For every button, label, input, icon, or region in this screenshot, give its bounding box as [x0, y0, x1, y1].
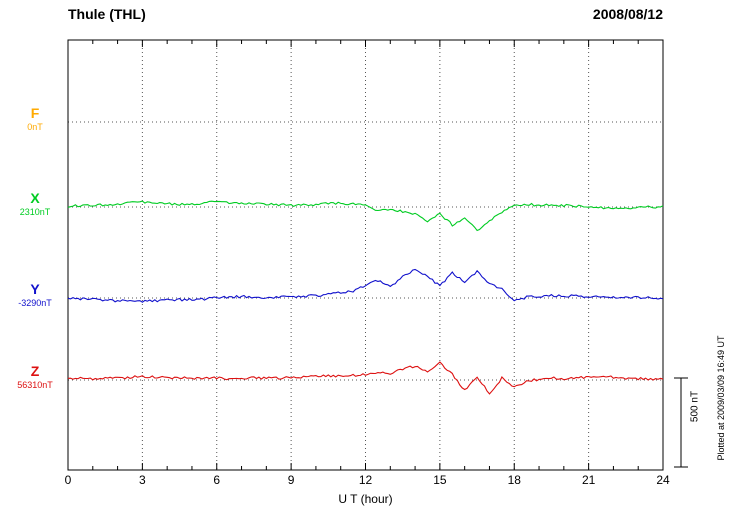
channel-baseline-z: 56310nT: [17, 380, 53, 391]
x-tick-label: 24: [656, 473, 670, 487]
channel-baseline-x: 2310nT: [19, 207, 51, 218]
date-label: 2008/08/12: [592, 6, 663, 22]
trace-Y: [67, 268, 664, 303]
channel-baseline-f: 0nT: [27, 122, 43, 133]
x-tick-label: 15: [433, 473, 447, 487]
trace-X: [67, 200, 664, 232]
x-tick-label: 3: [139, 473, 146, 487]
channel-letter-y: Y: [30, 281, 40, 297]
x-tick-label: 18: [507, 473, 521, 487]
channel-letter-z: Z: [30, 363, 40, 379]
trace-Z: [67, 361, 664, 395]
x-tick-label: 0: [64, 473, 72, 487]
x-tick-label: 9: [287, 473, 295, 487]
channel-label-x: X 2310nT: [4, 190, 66, 218]
x-tick-label: 21: [581, 473, 596, 487]
scale-bar-label: 500 nT: [689, 390, 701, 423]
channel-letter-x: X: [30, 190, 40, 206]
channel-baseline-y: -3290nT: [18, 298, 52, 309]
x-axis-title: U T (hour): [338, 492, 393, 506]
x-tick-label: 6: [213, 473, 221, 487]
x-tick-label: 12: [358, 473, 373, 487]
page-title: Thule (THL): [68, 6, 146, 22]
channel-label-f: F 0nT: [4, 105, 66, 133]
plotted-at-label: Plotted at 2009/03/09 16:49 UT: [716, 335, 726, 461]
channel-label-y: Y -3290nT: [4, 281, 66, 309]
channel-letter-f: F: [30, 105, 40, 121]
channel-label-z: Z 56310nT: [4, 363, 66, 391]
